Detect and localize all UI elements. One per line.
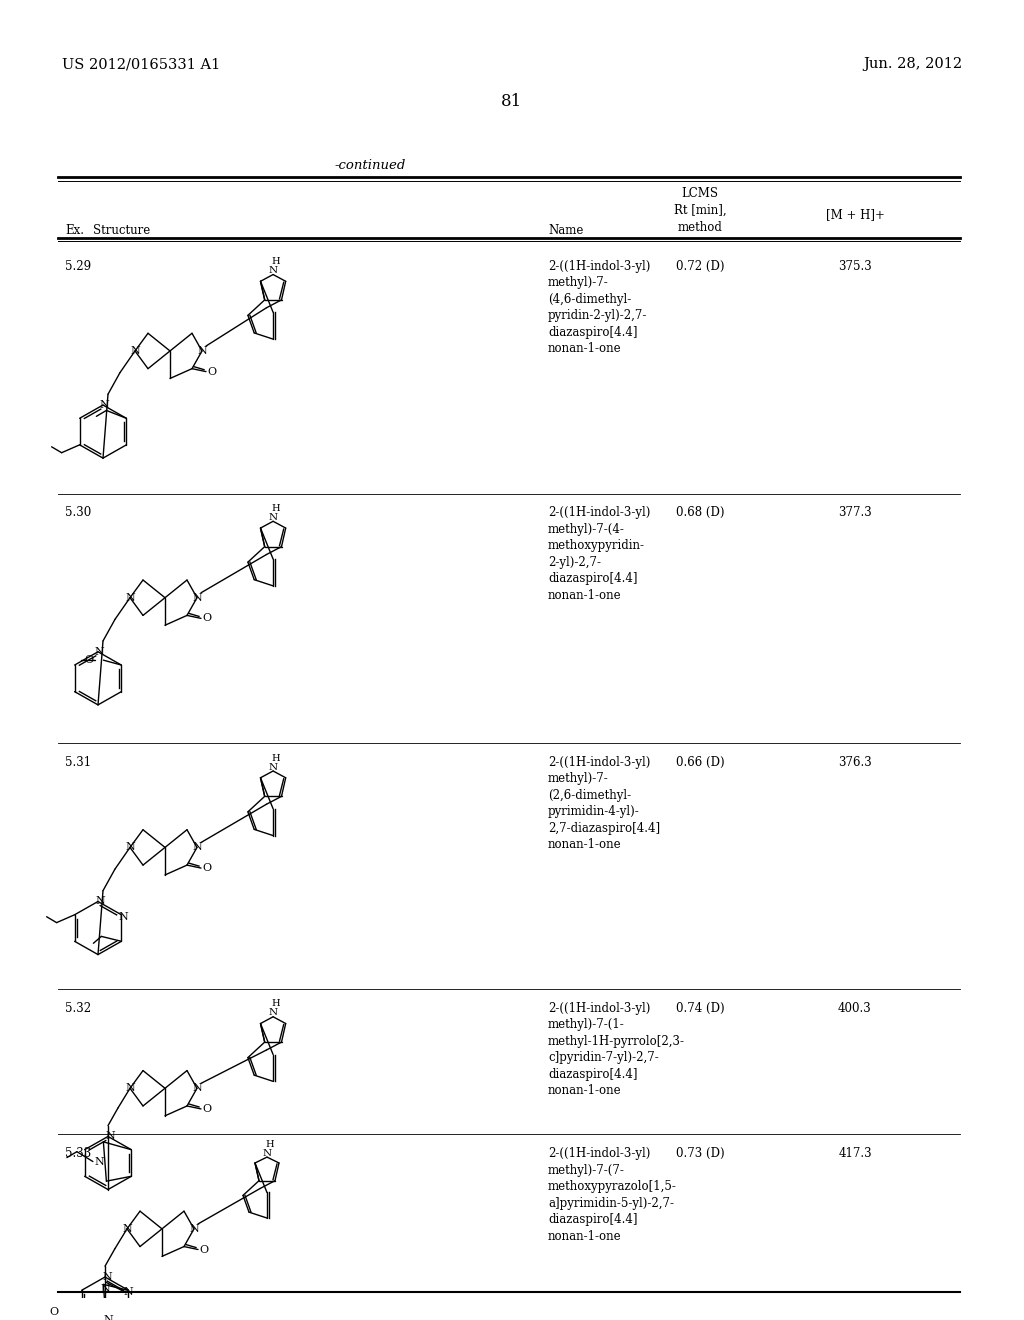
Text: Structure: Structure — [93, 224, 151, 238]
Text: 2-((1H-indol-3-yl)
methyl)-7-(1-
methyl-1H-pyrrolo[2,3-
c]pyridin-7-yl)-2,7-
dia: 2-((1H-indol-3-yl) methyl)-7-(1- methyl-… — [548, 1002, 685, 1097]
Text: 0.68 (D): 0.68 (D) — [676, 507, 724, 519]
Text: 2-((1H-indol-3-yl)
methyl)-7-(4-
methoxypyridin-
2-yl)-2,7-
diazaspiro[4.4]
nona: 2-((1H-indol-3-yl) methyl)-7-(4- methoxy… — [548, 507, 650, 602]
Text: N: N — [94, 1156, 103, 1167]
Text: H: H — [271, 504, 281, 513]
Text: N: N — [268, 763, 278, 772]
Text: -continued: -continued — [334, 160, 406, 173]
Text: N: N — [268, 513, 278, 521]
Text: 5.29: 5.29 — [65, 260, 91, 272]
Text: N: N — [122, 1224, 132, 1234]
Text: Ex.: Ex. — [65, 224, 84, 238]
Text: 5.31: 5.31 — [65, 756, 91, 770]
Text: 0.74 (D): 0.74 (D) — [676, 1002, 724, 1015]
Text: N: N — [103, 1315, 114, 1320]
Text: Name: Name — [548, 224, 584, 238]
Text: 377.3: 377.3 — [838, 507, 871, 519]
Text: H: H — [265, 1139, 274, 1148]
Text: N: N — [193, 842, 202, 853]
Text: 2-((1H-indol-3-yl)
methyl)-7-
(2,6-dimethyl-
pyrimidin-4-yl)-
2,7-diazaspiro[4.4: 2-((1H-indol-3-yl) methyl)-7- (2,6-dimet… — [548, 756, 660, 851]
Text: N: N — [119, 912, 128, 921]
Text: N: N — [198, 346, 207, 356]
Text: O: O — [208, 367, 216, 376]
Text: H: H — [271, 754, 281, 763]
Text: [M + H]+: [M + H]+ — [825, 209, 885, 222]
Text: N: N — [105, 1131, 115, 1142]
Text: H: H — [271, 999, 281, 1008]
Text: 400.3: 400.3 — [838, 1002, 871, 1015]
Text: 0.66 (D): 0.66 (D) — [676, 756, 724, 770]
Text: O: O — [85, 655, 94, 665]
Text: N: N — [268, 267, 278, 275]
Text: N: N — [193, 593, 202, 603]
Text: O: O — [203, 1104, 212, 1114]
Text: 0.73 (D): 0.73 (D) — [676, 1147, 724, 1160]
Text: N: N — [268, 1008, 278, 1018]
Text: N: N — [125, 842, 135, 853]
Text: 2-((1H-indol-3-yl)
methyl)-7-(7-
methoxypyrazolo[1,5-
a]pyrimidin-5-yl)-2,7-
dia: 2-((1H-indol-3-yl) methyl)-7-(7- methoxy… — [548, 1147, 677, 1242]
Text: N: N — [99, 400, 109, 411]
Text: O: O — [200, 1245, 209, 1254]
Text: O: O — [49, 1307, 58, 1317]
Text: N: N — [100, 1284, 111, 1295]
Text: N: N — [94, 647, 103, 657]
Text: 5.32: 5.32 — [65, 1002, 91, 1015]
Text: N: N — [124, 1287, 133, 1298]
Text: LCMS
Rt [min],
method: LCMS Rt [min], method — [674, 187, 726, 234]
Text: N: N — [130, 346, 140, 356]
Text: O: O — [203, 863, 212, 873]
Text: N: N — [189, 1224, 199, 1234]
Text: 2-((1H-indol-3-yl)
methyl)-7-
(4,6-dimethyl-
pyridin-2-yl)-2,7-
diazaspiro[4.4]
: 2-((1H-indol-3-yl) methyl)-7- (4,6-dimet… — [548, 260, 650, 355]
Text: US 2012/0165331 A1: US 2012/0165331 A1 — [62, 57, 220, 71]
Text: N: N — [95, 896, 104, 907]
Text: N: N — [102, 1272, 112, 1282]
Text: N: N — [125, 593, 135, 603]
Text: H: H — [271, 257, 281, 267]
Text: 5.33: 5.33 — [65, 1147, 91, 1160]
Text: 0.72 (D): 0.72 (D) — [676, 260, 724, 272]
Text: 417.3: 417.3 — [839, 1147, 871, 1160]
Text: 375.3: 375.3 — [838, 260, 871, 272]
Text: 81: 81 — [502, 94, 522, 111]
Text: Jun. 28, 2012: Jun. 28, 2012 — [863, 57, 962, 71]
Text: N: N — [262, 1148, 271, 1158]
Text: 376.3: 376.3 — [838, 756, 871, 770]
Text: 5.30: 5.30 — [65, 507, 91, 519]
Text: O: O — [203, 614, 212, 623]
Text: N: N — [193, 1084, 202, 1093]
Text: N: N — [125, 1084, 135, 1093]
